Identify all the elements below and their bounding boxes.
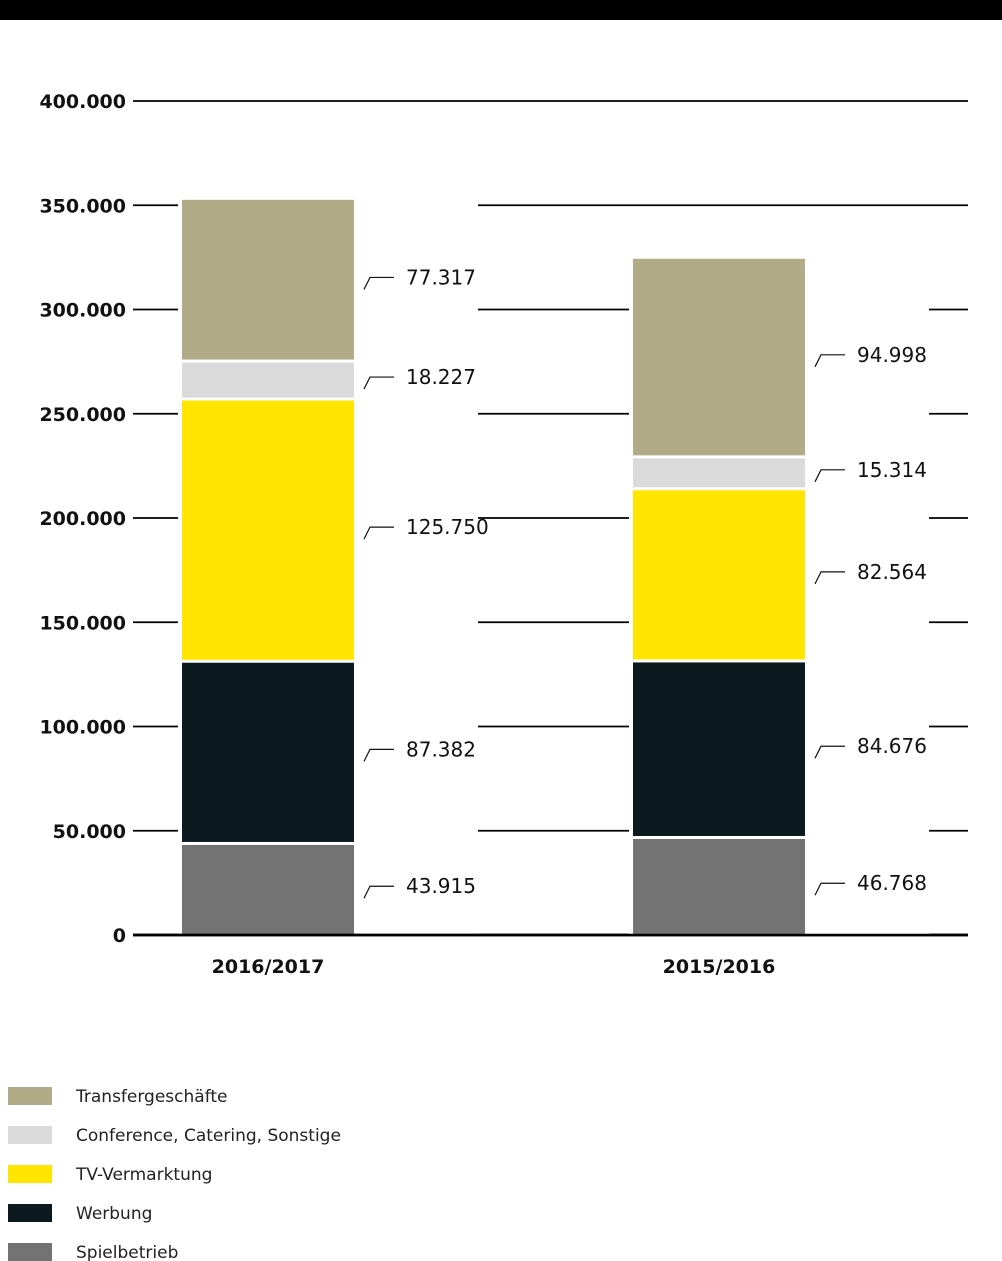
bar-segment [633, 838, 805, 935]
legend-swatch [8, 1243, 52, 1261]
legend-swatch [8, 1087, 52, 1105]
label-leader [814, 745, 845, 759]
legend-label: Transfergeschäfte [75, 1087, 228, 1107]
bar-segment [182, 844, 354, 935]
value-labels: 43.915 87.382 125.750 18.227 77.317 46.768 84.… [363, 265, 927, 899]
y-tick-label: 100.000 [39, 717, 126, 739]
y-tick-label: 400.000 [39, 91, 126, 113]
legend-swatch [8, 1204, 52, 1222]
label-leader [363, 526, 394, 540]
x-category-label: 2016/2017 [212, 956, 325, 978]
value-label: 77.317 [406, 265, 476, 289]
legend-label: Conference, Catering, Sonstige [76, 1126, 341, 1146]
bar-segment [633, 258, 805, 456]
label-leader [363, 748, 394, 762]
label-leader [814, 354, 845, 368]
legend-label: Spielbetrieb [76, 1243, 178, 1261]
legend-swatch [8, 1165, 52, 1183]
bars [133, 197, 968, 937]
value-label: 84.676 [857, 734, 927, 758]
legend: Transfergeschäfte Conference, Catering, S… [8, 1087, 341, 1261]
bar-segment [633, 458, 805, 488]
value-label: 82.564 [857, 560, 927, 584]
label-leader [814, 469, 845, 483]
value-label: 43.915 [406, 874, 476, 898]
x-category-label: 2015/2016 [663, 956, 776, 978]
value-label: 125.750 [406, 515, 489, 539]
y-tick-label: 350.000 [39, 195, 126, 217]
bar-segment [633, 662, 805, 836]
value-label: 87.382 [406, 737, 476, 761]
x-axis-categories: 2016/2017 2015/2016 [212, 956, 776, 978]
value-label: 18.227 [406, 365, 476, 389]
y-tick-label: 150.000 [39, 612, 126, 634]
bar-segment [182, 199, 354, 360]
bar-segment [182, 400, 354, 660]
y-tick-label: 250.000 [39, 404, 126, 426]
y-axis-ticks: 0 50.000 100.000 150.000 200.000 250.000 300.0… [39, 91, 126, 947]
label-leader [363, 276, 394, 290]
bar-segment [182, 362, 354, 398]
legend-label: TV-Vermarktung [75, 1165, 212, 1185]
legend-label: Werbung [76, 1204, 152, 1224]
y-tick-label: 300.000 [39, 300, 126, 322]
y-tick-label: 0 [113, 925, 126, 947]
value-label: 94.998 [857, 343, 927, 367]
label-leader [363, 376, 394, 390]
value-label: 15.314 [857, 458, 927, 482]
bar-segment [182, 662, 354, 842]
bar-segment [633, 490, 805, 660]
legend-swatch [8, 1126, 52, 1144]
label-leader [814, 571, 845, 585]
label-leader [814, 882, 845, 896]
label-leader [363, 885, 394, 899]
y-tick-label: 50.000 [53, 821, 126, 843]
header-band [0, 0, 1002, 20]
y-tick-label: 200.000 [39, 508, 126, 530]
value-label: 46.768 [857, 871, 927, 895]
